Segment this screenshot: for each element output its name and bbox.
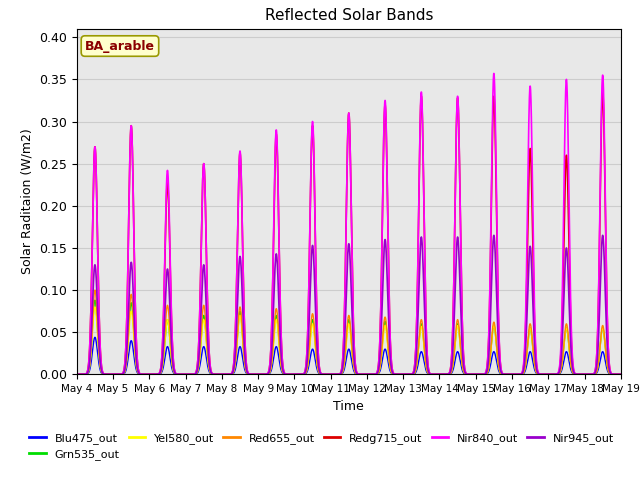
- Red655_out: [184, 372, 191, 377]
- Red655_out: [189, 372, 197, 377]
- Nir945_out: [424, 366, 431, 372]
- Nir840_out: [490, 71, 498, 76]
- Redg715_out: [615, 372, 623, 377]
- Grn535_out: [276, 357, 284, 362]
- Grn535_out: [189, 372, 197, 377]
- Redg715_out: [599, 89, 607, 95]
- Grn535_out: [615, 372, 623, 377]
- Y-axis label: Solar Raditaion (W/m2): Solar Raditaion (W/m2): [20, 129, 33, 275]
- Yel580_out: [276, 358, 284, 364]
- Line: Redg715_out: Redg715_out: [77, 92, 621, 374]
- Redg715_out: [617, 372, 625, 377]
- Grn535_out: [73, 372, 81, 377]
- Line: Grn535_out: Grn535_out: [77, 300, 621, 374]
- Nir945_out: [184, 372, 191, 377]
- Redg715_out: [73, 372, 81, 377]
- X-axis label: Time: Time: [333, 400, 364, 413]
- Yel580_out: [424, 370, 431, 375]
- Red655_out: [73, 372, 81, 377]
- Nir840_out: [617, 372, 625, 377]
- Grn535_out: [501, 372, 509, 377]
- Red655_out: [615, 372, 623, 377]
- Nir840_out: [276, 308, 284, 313]
- Blu475_out: [617, 372, 625, 377]
- Blu475_out: [73, 372, 81, 377]
- Nir945_out: [73, 372, 81, 377]
- Nir945_out: [189, 372, 197, 377]
- Grn535_out: [424, 370, 431, 375]
- Redg715_out: [424, 360, 431, 366]
- Line: Red655_out: Red655_out: [77, 290, 621, 374]
- Line: Yel580_out: Yel580_out: [77, 307, 621, 374]
- Yel580_out: [91, 304, 99, 310]
- Blu475_out: [184, 372, 191, 377]
- Nir945_out: [599, 232, 607, 238]
- Line: Nir945_out: Nir945_out: [77, 235, 621, 374]
- Red655_out: [91, 287, 99, 293]
- Nir945_out: [615, 372, 623, 377]
- Text: BA_arable: BA_arable: [85, 39, 155, 52]
- Blu475_out: [276, 365, 284, 371]
- Redg715_out: [276, 309, 284, 314]
- Nir840_out: [424, 360, 431, 366]
- Nir945_out: [617, 372, 625, 377]
- Yel580_out: [501, 372, 509, 377]
- Red655_out: [617, 372, 625, 377]
- Nir840_out: [189, 372, 197, 377]
- Title: Reflected Solar Bands: Reflected Solar Bands: [264, 9, 433, 24]
- Blu475_out: [615, 372, 623, 377]
- Yel580_out: [184, 372, 191, 377]
- Red655_out: [424, 370, 431, 375]
- Blu475_out: [501, 372, 509, 377]
- Nir840_out: [501, 372, 509, 377]
- Blu475_out: [189, 372, 197, 377]
- Red655_out: [276, 355, 284, 361]
- Nir840_out: [184, 372, 191, 377]
- Grn535_out: [91, 297, 99, 303]
- Nir945_out: [501, 372, 509, 377]
- Redg715_out: [189, 372, 197, 377]
- Yel580_out: [617, 372, 625, 377]
- Yel580_out: [615, 372, 623, 377]
- Yel580_out: [73, 372, 81, 377]
- Red655_out: [501, 372, 509, 377]
- Redg715_out: [501, 372, 509, 377]
- Nir840_out: [615, 372, 623, 377]
- Legend: Blu475_out, Grn535_out, Yel580_out, Red655_out, Redg715_out, Nir840_out, Nir945_: Blu475_out, Grn535_out, Yel580_out, Red6…: [25, 428, 618, 465]
- Line: Blu475_out: Blu475_out: [77, 337, 621, 374]
- Nir840_out: [73, 372, 81, 377]
- Blu475_out: [91, 335, 99, 340]
- Blu475_out: [424, 371, 431, 376]
- Grn535_out: [184, 372, 191, 377]
- Line: Nir840_out: Nir840_out: [77, 73, 621, 374]
- Grn535_out: [617, 372, 625, 377]
- Nir945_out: [276, 340, 284, 346]
- Yel580_out: [189, 372, 197, 377]
- Redg715_out: [184, 372, 191, 377]
